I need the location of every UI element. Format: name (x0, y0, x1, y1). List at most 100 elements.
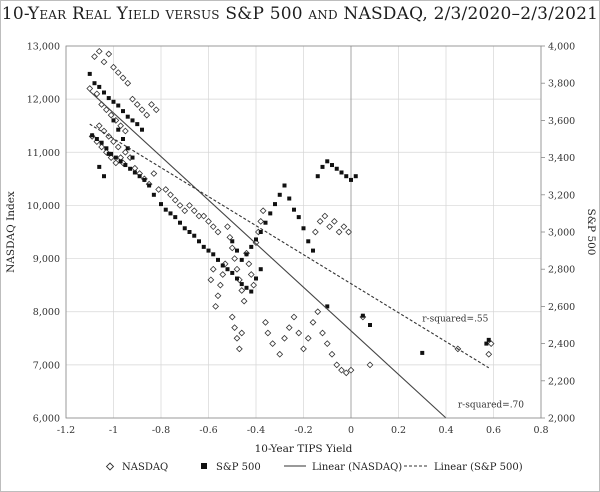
sp500-point (121, 137, 125, 141)
y-right-tick-label: 2,800 (548, 265, 575, 276)
sp500-point (182, 226, 187, 231)
sp500-point (287, 196, 292, 201)
nasdaq-point (195, 212, 203, 220)
x-tick-label: 0.8 (533, 425, 548, 436)
nasdaq-point (309, 318, 317, 326)
sp500-point (486, 337, 491, 342)
sp500-point (244, 285, 249, 290)
sp500-point (128, 166, 133, 171)
sp500-point (94, 137, 99, 141)
nasdaq-point (247, 271, 255, 278)
nasdaq-point (300, 345, 307, 353)
sp500-point (201, 244, 206, 249)
nasdaq-point (200, 212, 208, 220)
nasdaq-point (162, 186, 170, 193)
trendline-sp500 (89, 123, 490, 369)
nasdaq-point (110, 138, 117, 146)
sp500-point (235, 276, 239, 281)
nasdaq-point (321, 212, 329, 220)
sp500-point (192, 233, 197, 238)
sp500-point (111, 118, 116, 123)
x-tick-label: -0.6 (199, 425, 217, 436)
data-points (86, 47, 495, 377)
sp500-point (239, 257, 244, 262)
nasdaq-point (190, 207, 198, 215)
nasdaq-point (262, 318, 269, 326)
nasdaq-point (245, 260, 253, 268)
sp500-point (135, 122, 140, 127)
trendlines (89, 90, 490, 419)
sp500-point (282, 183, 287, 188)
y-right-tick-label: 4,000 (548, 42, 575, 53)
nasdaq-point (264, 329, 272, 337)
y-left-tick-label: 11,000 (27, 148, 60, 159)
x-tick-label: -0.4 (247, 425, 265, 436)
nasdaq-point (338, 366, 345, 374)
sp500-point (306, 239, 311, 244)
nasdaq-point (231, 324, 238, 332)
sp500-point (97, 84, 102, 89)
y-left-tick-label: 10,000 (27, 201, 60, 212)
y-right-tick-label: 3,400 (548, 153, 575, 164)
sp500-point (292, 207, 296, 212)
y-right-tick-label: 3,800 (548, 79, 575, 90)
sp500-point (125, 146, 130, 151)
sp500-point (113, 155, 118, 160)
nasdaq-point (333, 361, 341, 369)
sp500-point (339, 170, 344, 175)
nasdaq-point (152, 106, 160, 114)
sp500-point (151, 192, 156, 197)
sp500-point (130, 118, 135, 123)
legend-item-linear-sp500: Linear (S&P 500) (404, 462, 523, 473)
nasdaq-point (326, 223, 333, 231)
sp500-point (249, 289, 254, 294)
x-tick-label: 0.6 (486, 425, 501, 436)
axes: -1.2 -1 -0.8 -0.6 -0.4 -0.2 0 0.2 0.4 0.6 0.8 6,000… (27, 42, 575, 437)
nasdaq-point (290, 313, 298, 321)
nasdaq-point (205, 218, 212, 225)
nasdaq-point (238, 329, 246, 337)
sp500-point (116, 127, 121, 132)
sp500-point (87, 71, 92, 76)
nasdaq-point (323, 340, 331, 347)
sp500-point (123, 163, 128, 168)
nasdaq-point (119, 74, 127, 82)
nasdaq-point (176, 202, 184, 209)
nasdaq-point (316, 218, 324, 225)
x-tick-label: 0.4 (438, 425, 453, 436)
nasdaq-point (233, 334, 241, 342)
nasdaq-point (276, 350, 284, 358)
sp500-point (90, 133, 95, 138)
sp500-point (109, 151, 114, 156)
nasdaq-point (295, 329, 303, 337)
nasdaq-point (122, 127, 129, 135)
nasdaq-point (100, 127, 108, 135)
legend-item-linear-nasdaq: Linear (NASDAQ) (284, 462, 402, 473)
nasdaq-point (148, 101, 155, 108)
sp500-point (121, 109, 125, 114)
sp500-point (111, 99, 116, 104)
sp500-point (104, 146, 109, 151)
nasdaq-point (226, 233, 234, 241)
nasdaq-point (98, 143, 105, 151)
sp500-point (140, 127, 144, 132)
nasdaq-point (117, 122, 124, 130)
legend: NASDAQ S&P 500 Linear (NASDAQ) Linear (S… (105, 462, 523, 473)
sp500-point (118, 159, 123, 164)
y-right-tick-label: 2,400 (548, 339, 575, 350)
nasdaq-rsquared-label: r-squared=.70 (458, 400, 524, 410)
sp500-point (334, 166, 339, 171)
nasdaq-point (107, 154, 115, 161)
sp500-point (311, 248, 315, 253)
nasdaq-point (212, 303, 219, 310)
nasdaq-point (171, 196, 179, 204)
nasdaq-point (342, 369, 350, 377)
legend-nasdaq-marker (105, 462, 115, 471)
sp500-point (206, 248, 211, 253)
y-left-tick-label: 6,000 (33, 414, 60, 425)
sp500-point (92, 81, 97, 86)
nasdaq-point (143, 111, 151, 119)
legend-sp500-marker (201, 463, 207, 469)
nasdaq-point (250, 281, 257, 289)
